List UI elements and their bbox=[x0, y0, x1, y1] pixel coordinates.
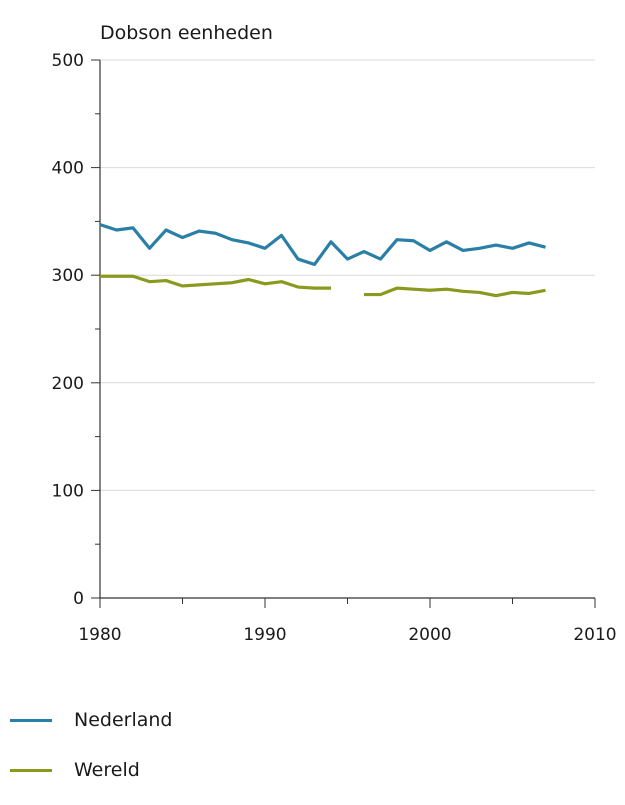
series-line-wereld bbox=[100, 274, 546, 298]
tick-labels: 0 100 200 300 400 500 1980 1990 2000 2010 bbox=[52, 51, 617, 645]
axes bbox=[91, 59, 596, 608]
series-lines bbox=[99, 223, 546, 298]
chart: 0 100 200 300 400 500 1980 1990 2000 2010 Dobson … bbox=[52, 22, 617, 645]
grid bbox=[100, 59, 595, 491]
legend-swatch-wereld bbox=[10, 768, 52, 772]
legend-item-nederland: Nederland bbox=[10, 705, 173, 735]
x-tick-label-2010: 2010 bbox=[573, 625, 616, 645]
legend-item-wereld: Wereld bbox=[10, 755, 173, 785]
x-tick-label-1980: 1980 bbox=[78, 625, 121, 645]
y-tick-label-0: 0 bbox=[73, 589, 84, 609]
x-tick-label-2000: 2000 bbox=[408, 625, 451, 645]
y-tick-label-100: 100 bbox=[52, 481, 84, 501]
x-tick-label-1990: 1990 bbox=[243, 625, 286, 645]
y-tick-label-400: 400 bbox=[52, 159, 84, 179]
y-tick-label-500: 500 bbox=[52, 51, 84, 71]
legend: Nederland Wereld bbox=[10, 705, 173, 805]
y-axis-label: Dobson eenheden bbox=[100, 22, 273, 44]
legend-label-wereld: Wereld bbox=[74, 759, 140, 781]
series-line-nederland bbox=[99, 223, 546, 267]
legend-label-nederland: Nederland bbox=[74, 709, 173, 731]
y-tick-label-300: 300 bbox=[52, 266, 84, 286]
legend-swatch-nederland bbox=[10, 718, 52, 722]
y-tick-label-200: 200 bbox=[52, 374, 84, 394]
